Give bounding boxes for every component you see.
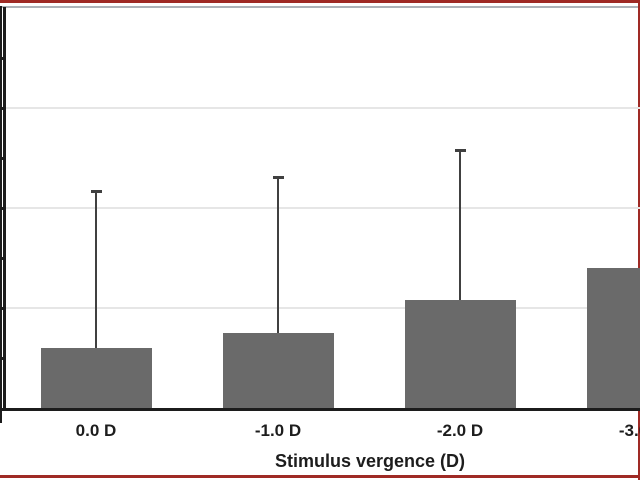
error-bar-line — [459, 149, 461, 300]
bar--3.0D — [586, 268, 640, 408]
error-bar-cap — [90, 190, 102, 193]
bar--2.0D — [404, 300, 516, 408]
gridline — [6, 207, 640, 209]
gridline — [6, 107, 640, 109]
bar--1.0D — [222, 333, 334, 408]
right-red-rule — [638, 0, 640, 480]
y-axis-tick — [0, 307, 6, 310]
y-axis-tick — [0, 257, 6, 260]
x-axis-line — [0, 408, 640, 411]
error-bar-line — [95, 190, 97, 348]
plot-top-border — [0, 6, 640, 8]
y-axis-tick — [0, 57, 6, 60]
gridline — [6, 307, 640, 309]
top-red-rule — [0, 0, 640, 3]
cropped-left-edge-line — [0, 6, 2, 423]
y-axis-tick — [0, 107, 6, 110]
x-axis-origin-tick — [0, 411, 2, 423]
y-axis-tick — [0, 357, 6, 360]
x-tick-label: -2.0 D — [436, 421, 484, 440]
error-bar-cap — [454, 149, 466, 152]
error-bar-line — [277, 176, 279, 333]
y-axis-tick — [0, 207, 6, 210]
bar-0.0D — [40, 348, 152, 408]
x-tick-label: -1.0 D — [254, 421, 302, 440]
y-axis-tick — [0, 157, 6, 160]
x-tick-label: -3.0 D — [618, 421, 640, 440]
bottom-red-rule — [0, 475, 640, 478]
x-tick-label: 0.0 D — [75, 421, 117, 440]
error-bar-cap — [272, 176, 284, 179]
x-axis-title: Stimulus vergence (D) — [274, 451, 466, 471]
